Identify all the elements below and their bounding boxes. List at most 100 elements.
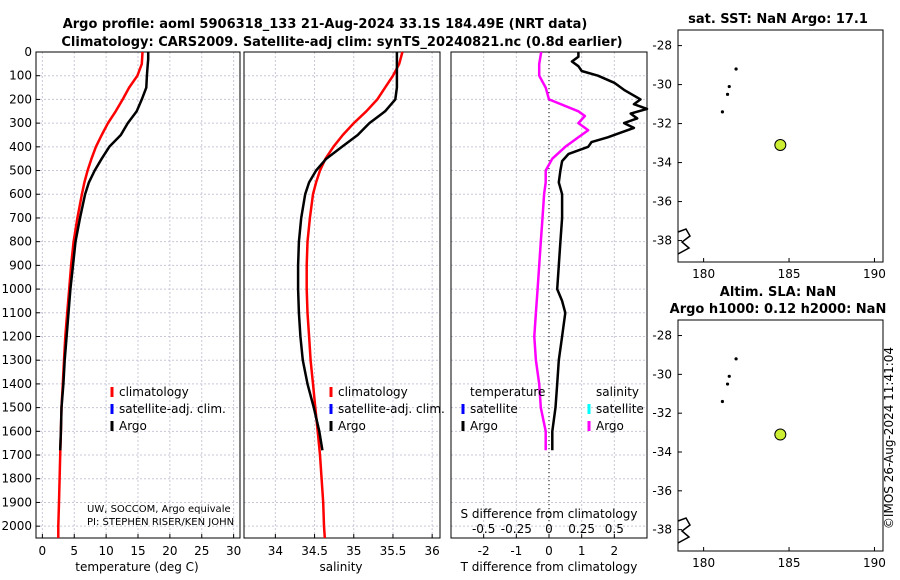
coastline [677, 228, 691, 255]
legend-label-satellite: satellite [470, 402, 518, 416]
track-point [720, 399, 725, 404]
y-tick-label: 300 [9, 116, 32, 130]
s-tick-label: 0.25 [568, 522, 595, 536]
float-position-marker [774, 428, 787, 441]
x-tick-label: 15 [130, 544, 145, 558]
header-title-line2: Climatology: CARS2009. Satellite-adj cli… [61, 35, 622, 50]
x-tick-label: 36 [425, 544, 440, 558]
y-tick-label: 1500 [1, 401, 32, 415]
y-tick-label: 800 [9, 235, 32, 249]
salinity-xlabel: salinity [319, 560, 362, 574]
y-tick-label: 1700 [1, 448, 32, 462]
y-tick-label: 2000 [1, 519, 32, 533]
difference-legend-salinity: salinity satellite Argo [587, 385, 644, 433]
map-y-tick-label: -34 [652, 445, 672, 459]
y-tick-label: 100 [9, 69, 32, 83]
map-y-tick-label: -38 [652, 234, 672, 248]
map-x-tick-label: 190 [863, 267, 886, 281]
y-tick-label: 1000 [1, 282, 32, 296]
track-point [727, 374, 731, 378]
map-y-tick-label: -32 [652, 117, 672, 131]
map-sla-subtitle: Argo h1000: 0.12 h2000: NaN [670, 302, 887, 317]
map-x-tick-label: 180 [692, 267, 715, 281]
temperature-xlabel: temperature (deg C) [75, 560, 198, 574]
x-tick-label: 34.5 [301, 544, 328, 558]
x-tick-label: 35 [346, 544, 361, 558]
y-tick-label: 1900 [1, 495, 32, 509]
map-x-tick-label: 185 [778, 556, 801, 570]
y-tick-label: 200 [9, 92, 32, 106]
map-y-tick-label: -28 [652, 329, 672, 343]
x-tick-label: -2 [478, 544, 490, 558]
map-x-tick-label: 190 [863, 556, 886, 570]
track-point [725, 382, 730, 386]
s-tick-label: 0 [545, 522, 553, 536]
coastline [677, 517, 691, 544]
track-point [720, 110, 725, 114]
map-frame [677, 319, 884, 552]
track-point [725, 92, 730, 96]
map-y-tick-label: -36 [652, 484, 672, 498]
temperature-panel: 0100200300400500600700800900100011001200… [1, 45, 241, 558]
map-y-tick-label: -38 [652, 523, 672, 537]
map-y-tick-label: -28 [652, 39, 672, 53]
x-tick-label: 2 [611, 544, 619, 558]
series-line-climatology [305, 51, 404, 539]
map-y-tick-label: -36 [652, 195, 672, 209]
imos-timestamp: ©IMOS 26-Aug-2024 11:41:04 [882, 347, 896, 529]
map-sst-title: sat. SST: NaN Argo: 17.1 [688, 12, 868, 27]
map-frame [677, 29, 884, 263]
track-point [734, 357, 738, 361]
x-tick-label: 34 [268, 544, 283, 558]
legend-label-satellite: satellite [596, 402, 644, 416]
x-tick-label: 25 [194, 544, 209, 558]
temperature-legend: climatology satellite-adj. clim. Argo [110, 385, 226, 433]
map-y-tick-label: -32 [652, 406, 672, 420]
x-tick-label: 0 [545, 544, 553, 558]
y-tick-label: 0 [24, 45, 32, 59]
legend-label-satellite: satellite-adj. clim. [338, 402, 445, 416]
legend-label-satellite: satellite-adj. clim. [119, 402, 226, 416]
legend-label-climatology: climatology [119, 385, 189, 399]
attribution-line1: UW, SOCCOM, Argo equivale [87, 504, 231, 515]
x-tick-label: 5 [70, 544, 78, 558]
map-x-tick-label: 185 [778, 267, 801, 281]
x-tick-label: 10 [98, 544, 113, 558]
y-tick-label: 1100 [1, 306, 32, 320]
attribution-line2: PI: STEPHEN RISER/KEN JOHN [87, 517, 234, 528]
series-line-t-diff-argo [551, 52, 649, 451]
series-line-argo [296, 52, 399, 451]
x-tick-label: -1 [510, 544, 522, 558]
x-tick-label: 30 [226, 544, 241, 558]
x-tick-label: 0 [39, 544, 47, 558]
s-tick-label: 0.5 [605, 522, 624, 536]
legend-title-salinity: salinity [596, 385, 639, 399]
y-tick-label: 900 [9, 258, 32, 272]
y-tick-label: 500 [9, 164, 32, 178]
y-tick-label: 1200 [1, 329, 32, 343]
legend-label-argo: Argo [470, 419, 498, 433]
map-sla-title: Altim. SLA: NaN [720, 285, 836, 300]
salinity-legend: climatology satellite-adj. clim. Argo [329, 385, 445, 433]
y-tick-label: 1600 [1, 424, 32, 438]
y-tick-label: 1800 [1, 472, 32, 486]
difference-xlabel-top: S difference from climatology [461, 507, 638, 521]
y-tick-label: 1300 [1, 353, 32, 367]
legend-label-argo: Argo [596, 419, 624, 433]
legend-label-argo: Argo [119, 419, 147, 433]
difference-xlabel: T difference from climatology [460, 560, 638, 574]
series-line-s-diff-argo [533, 51, 590, 451]
y-tick-label: 400 [9, 140, 32, 154]
float-position-marker [774, 139, 787, 152]
legend-label-argo: Argo [338, 419, 366, 433]
y-tick-label: 1400 [1, 377, 32, 391]
map-sla-panel: -28 -30 -32 -34 -36 -38 180 185 190 [652, 319, 886, 570]
y-tick-label: 600 [9, 187, 32, 201]
map-sst-panel: -28 -30 -32 -34 -36 -38 180 185 190 [652, 29, 886, 281]
y-tick-label: 700 [9, 211, 32, 225]
x-tick-label: 35.5 [380, 544, 407, 558]
track-point [727, 84, 731, 89]
map-y-tick-label: -30 [652, 78, 672, 92]
x-tick-label: 20 [162, 544, 177, 558]
